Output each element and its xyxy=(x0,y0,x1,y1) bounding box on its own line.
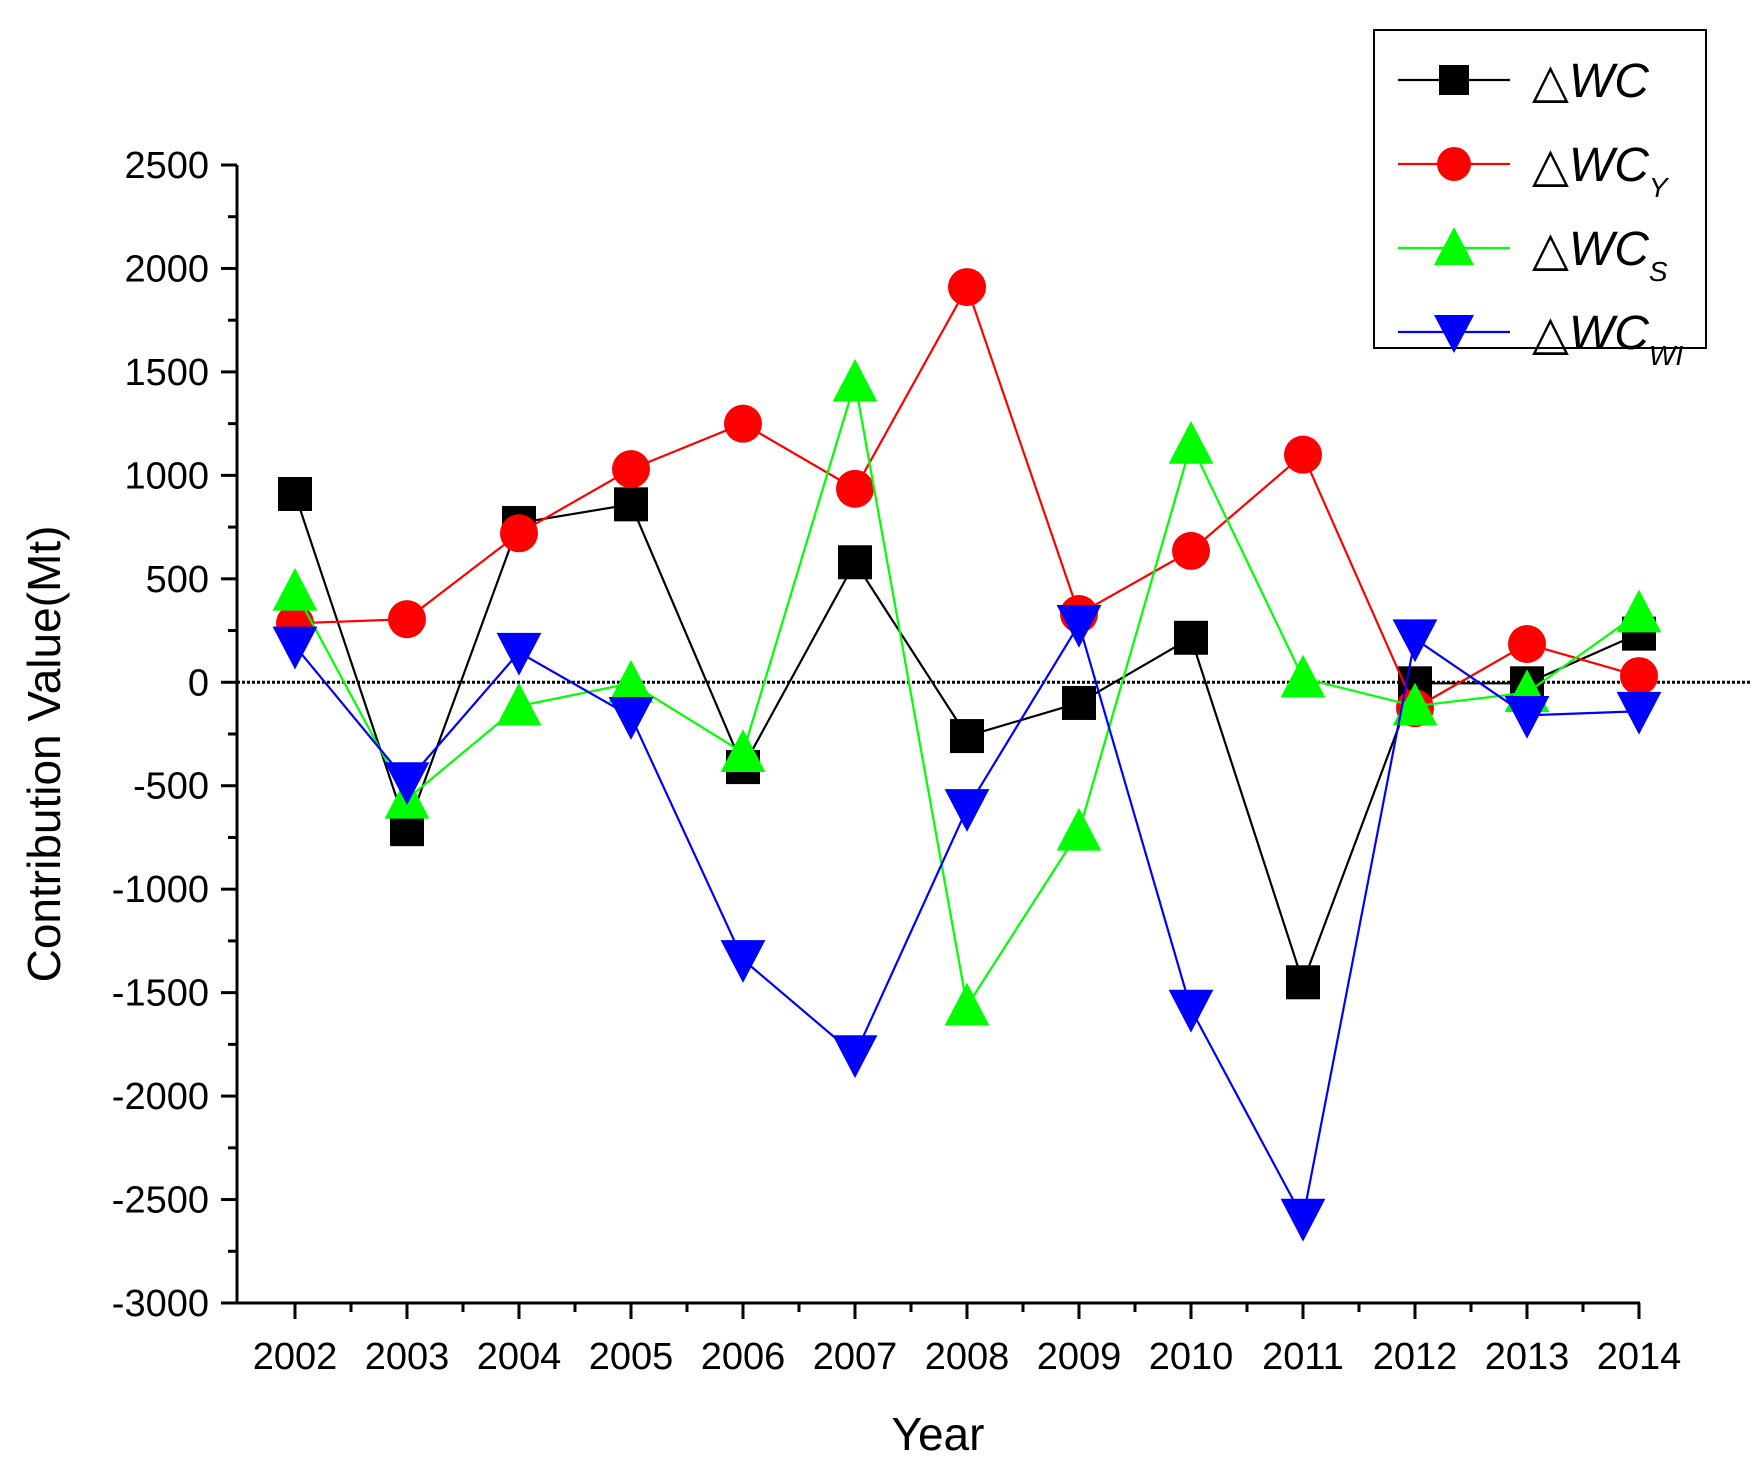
series-line xyxy=(294,284,1640,710)
data-point xyxy=(832,358,878,402)
data-point xyxy=(1616,589,1662,633)
data-point xyxy=(500,514,538,553)
data-point xyxy=(832,1035,878,1079)
legend-label: △WC xyxy=(1532,55,1649,108)
x-tick-label: 2009 xyxy=(1037,1336,1122,1378)
x-tick-label: 2003 xyxy=(365,1336,450,1378)
series-3 xyxy=(272,358,1662,1026)
data-point xyxy=(1172,531,1210,570)
x-axis-title: Year xyxy=(892,1408,985,1460)
data-point xyxy=(496,682,542,726)
data-point xyxy=(948,268,986,307)
data-point xyxy=(1174,620,1208,655)
x-tick-label: 2005 xyxy=(589,1336,674,1378)
data-point xyxy=(1168,989,1214,1033)
data-point xyxy=(944,789,990,832)
data-point xyxy=(1286,965,1320,1000)
legend-marker xyxy=(1439,65,1469,95)
data-point xyxy=(614,487,648,522)
data-point xyxy=(720,940,766,983)
y-tick-label: -500 xyxy=(133,766,209,808)
data-point xyxy=(838,545,872,580)
legend-box xyxy=(1373,29,1707,349)
data-point xyxy=(724,404,762,443)
data-point xyxy=(944,982,990,1026)
legend-marker xyxy=(1434,227,1474,265)
x-tick-label: 2013 xyxy=(1485,1336,1570,1378)
legend: △WC △WCY △WCS △WCWI xyxy=(1373,29,1707,371)
legend-item-3: △WCS xyxy=(1398,223,1668,287)
x-tick-label: 2004 xyxy=(477,1336,562,1378)
data-point xyxy=(1056,604,1102,648)
x-tick-label: 2014 xyxy=(1597,1336,1682,1378)
axes: -3000 -2500 -2000 -1500 -1000 -500 0 500 1000 150… xyxy=(112,145,1681,1378)
data-point xyxy=(1616,691,1662,735)
series-4 xyxy=(272,604,1662,1242)
data-point xyxy=(278,476,312,511)
x-tick-label: 2012 xyxy=(1373,1336,1458,1378)
data-point xyxy=(384,762,430,805)
data-point xyxy=(272,567,318,611)
data-point xyxy=(720,729,766,773)
x-tick-label: 2002 xyxy=(253,1336,338,1378)
y-tick-label: -2000 xyxy=(112,1076,209,1118)
data-point xyxy=(272,626,318,670)
legend-item-1: △WC xyxy=(1398,55,1649,108)
data-point xyxy=(1168,420,1214,464)
legend-label: △WCWI xyxy=(1532,307,1683,371)
x-tick-label: 2008 xyxy=(925,1336,1010,1378)
legend-marker xyxy=(1437,147,1471,181)
data-point xyxy=(1056,807,1102,851)
y-tick-label: -1000 xyxy=(112,869,209,911)
data-point xyxy=(496,632,542,676)
data-point xyxy=(1392,619,1438,663)
data-point xyxy=(836,469,874,508)
data-point xyxy=(1504,695,1550,739)
y-axis-title: Contribution Value(Mt) xyxy=(18,526,70,983)
y-tick-label: -2500 xyxy=(112,1180,209,1222)
data-point xyxy=(1620,657,1658,696)
data-point xyxy=(612,450,650,489)
y-tick-label: -1500 xyxy=(112,973,209,1015)
data-point xyxy=(950,719,984,754)
series-line xyxy=(294,621,1640,1222)
data-point xyxy=(1280,1198,1326,1242)
data-point xyxy=(1280,654,1326,698)
y-tick-label: 1000 xyxy=(124,455,209,497)
legend-marker xyxy=(1434,315,1474,353)
data-point xyxy=(1508,624,1546,663)
y-tick-label: 2000 xyxy=(124,248,209,290)
x-tick-label: 2010 xyxy=(1149,1336,1234,1378)
y-tick-label: 500 xyxy=(146,559,209,601)
legend-item-4: △WCWI xyxy=(1398,307,1683,371)
legend-label: △WCY xyxy=(1532,139,1670,203)
x-tick-label: 2007 xyxy=(813,1336,898,1378)
data-point xyxy=(608,659,654,703)
series-layer xyxy=(272,268,1662,1242)
data-point xyxy=(1062,685,1096,720)
data-point xyxy=(388,600,426,639)
series-1 xyxy=(278,476,1656,1000)
data-point xyxy=(1284,435,1322,474)
x-tick-label: 2011 xyxy=(1262,1336,1344,1378)
data-point xyxy=(1392,682,1438,726)
y-tick-label: 1500 xyxy=(124,352,209,394)
y-tick-label: 0 xyxy=(188,662,209,704)
data-point xyxy=(608,697,654,740)
y-tick-label: 2500 xyxy=(124,145,209,187)
x-tick-label: 2006 xyxy=(701,1336,786,1378)
legend-item-2: △WCY xyxy=(1398,139,1670,203)
y-tick-label: -3000 xyxy=(112,1283,209,1325)
legend-label: △WCS xyxy=(1532,223,1668,287)
